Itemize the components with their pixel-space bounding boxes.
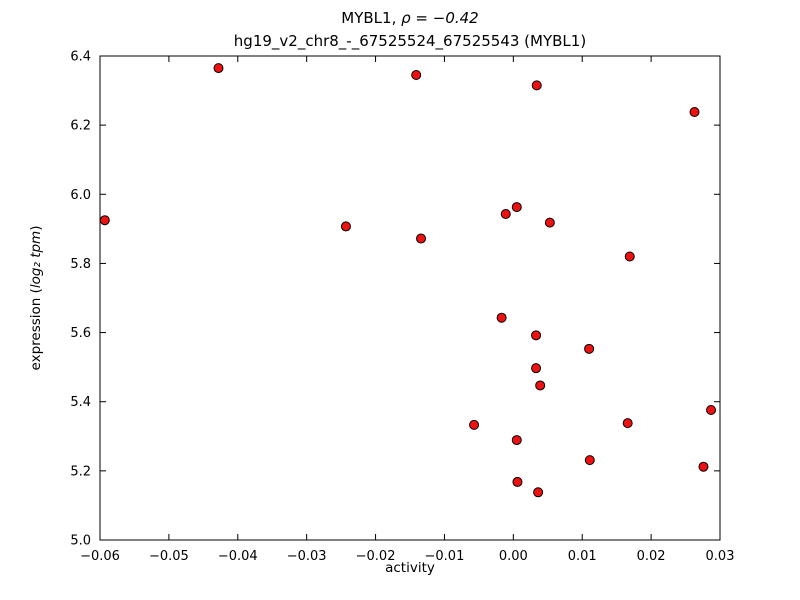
- data-point: [584, 455, 595, 466]
- data-point: [99, 215, 110, 226]
- data-point: [706, 405, 717, 416]
- x-tick-label: 0.00: [499, 549, 528, 564]
- data-point: [622, 418, 633, 429]
- data-point: [469, 419, 480, 430]
- data-point: [689, 107, 700, 118]
- chart-title-prefix: MYBL1,: [341, 9, 402, 27]
- x-tick-label: 0.01: [568, 549, 597, 564]
- data-point: [511, 202, 522, 213]
- x-tick-label: 0.02: [637, 549, 666, 564]
- x-tick-label: −0.01: [425, 549, 465, 564]
- data-point: [213, 63, 224, 74]
- data-point: [533, 487, 544, 498]
- data-point: [500, 208, 511, 219]
- data-point: [624, 251, 635, 262]
- data-point: [416, 233, 427, 244]
- chart-title: MYBL1, ρ = −0.42: [100, 9, 720, 27]
- y-tick-label: 5.4: [70, 395, 91, 410]
- data-point: [698, 461, 709, 472]
- data-point: [531, 363, 542, 374]
- y-tick-label: 5.0: [70, 534, 91, 549]
- data-point: [512, 476, 523, 487]
- data-point: [411, 70, 422, 81]
- x-axis-label: activity: [385, 560, 435, 576]
- data-point: [496, 312, 507, 323]
- x-tick-label: 0.03: [706, 549, 735, 564]
- axes-frame: [99, 55, 721, 541]
- x-tick-label: −0.03: [287, 549, 327, 564]
- x-tick-label: −0.05: [149, 549, 189, 564]
- data-point: [511, 435, 522, 446]
- y-tick-label: 6.2: [70, 119, 91, 134]
- y-tick-label: 6.4: [70, 50, 91, 65]
- data-point: [544, 217, 555, 228]
- data-point: [340, 221, 351, 232]
- y-tick-label: 6.0: [70, 188, 91, 203]
- y-tick-label: 5.2: [70, 464, 91, 479]
- x-tick-label: −0.04: [218, 549, 258, 564]
- data-point: [531, 80, 542, 91]
- y-tick-label: 5.8: [70, 257, 91, 272]
- data-point: [584, 343, 595, 354]
- chart-subtitle: hg19_v2_chr8_-_67525524_67525543 (MYBL1): [233, 32, 587, 50]
- y-tick-label: 5.6: [70, 326, 91, 341]
- x-tick-label: −0.06: [80, 549, 120, 564]
- chart-title-rho: ρ = −0.42: [401, 9, 479, 27]
- data-point: [531, 330, 542, 341]
- x-tick-label: −0.02: [356, 549, 396, 564]
- data-point: [535, 380, 546, 391]
